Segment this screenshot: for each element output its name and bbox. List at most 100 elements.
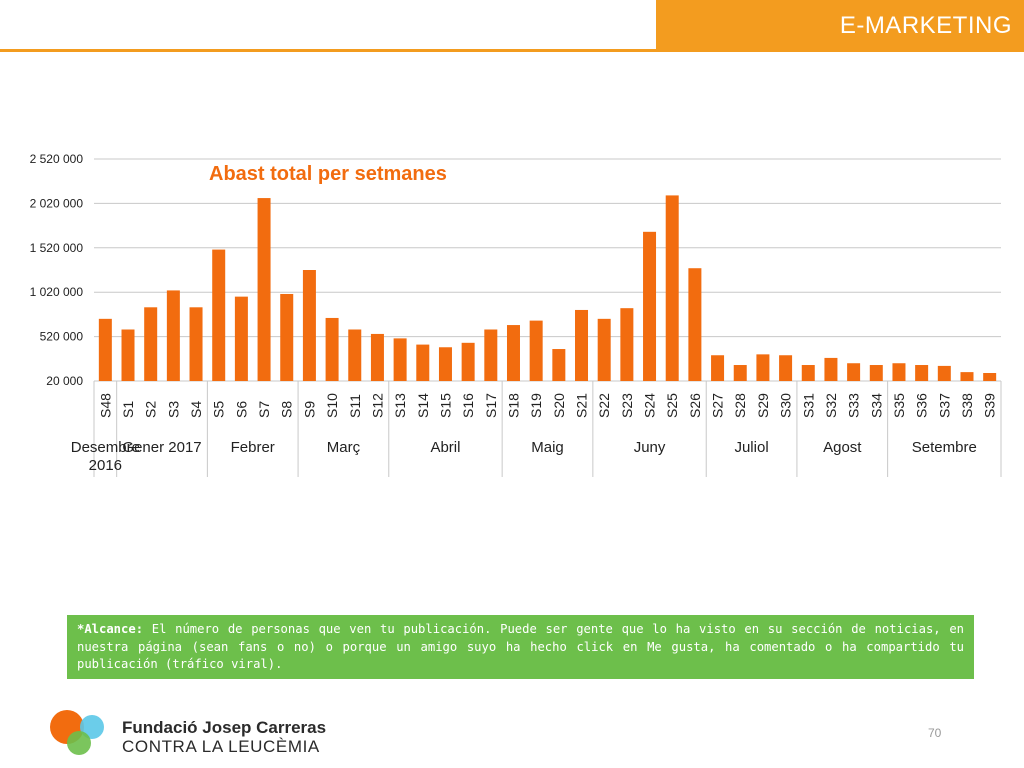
foundation-logo-icon — [50, 710, 104, 755]
x-tick-label: S13 — [392, 393, 408, 418]
group-label: Maig — [531, 439, 564, 456]
group-label: Agost — [823, 439, 862, 456]
chart-title: Abast total per setmanes — [209, 163, 447, 185]
x-tick-label: S14 — [415, 393, 431, 418]
bar — [665, 195, 679, 381]
x-tick-label: S38 — [959, 393, 975, 418]
bar — [620, 308, 634, 381]
bar — [983, 373, 997, 381]
bar — [98, 318, 112, 381]
bar — [348, 329, 362, 381]
group-label: Setembre — [912, 439, 977, 456]
x-tick-label: S11 — [347, 394, 363, 418]
x-tick-label: S36 — [914, 393, 930, 418]
x-tick-label: S25 — [664, 393, 680, 418]
group-label: Desembre 2016 — [71, 439, 140, 474]
page-number: 70 — [928, 726, 942, 740]
group-label: Juliol — [734, 439, 768, 456]
x-tick-label: S1 — [120, 401, 136, 418]
bar — [779, 355, 793, 381]
x-tick-label: S27 — [710, 393, 726, 418]
y-tick-label: 520 000 — [40, 330, 84, 344]
bar — [824, 357, 838, 381]
bar — [144, 307, 158, 381]
group-label: Febrer — [231, 439, 275, 456]
x-tick-label: S12 — [369, 393, 385, 418]
bar — [121, 329, 135, 381]
group-label: Abril — [430, 439, 460, 456]
note-text: El número de personas que ven tu publica… — [77, 622, 964, 671]
bar — [552, 349, 566, 381]
bar — [484, 329, 498, 381]
bar — [212, 249, 226, 381]
bar — [393, 338, 407, 381]
y-tick-label: 1 520 000 — [30, 241, 84, 255]
note-term: *Alcance: — [77, 622, 144, 636]
x-tick-label: S39 — [982, 393, 998, 418]
bar — [506, 325, 520, 381]
bar — [915, 365, 929, 381]
x-tick-label: S6 — [233, 401, 249, 418]
x-tick-label: S32 — [823, 393, 839, 418]
bar — [801, 365, 815, 381]
x-tick-label: S24 — [642, 393, 658, 418]
x-tick-label: S21 — [574, 393, 590, 418]
group-label: Juny — [634, 439, 666, 456]
x-tick-label: S3 — [165, 401, 181, 418]
x-tick-label: S34 — [868, 393, 884, 418]
header-band — [0, 0, 1024, 52]
bar — [960, 372, 974, 381]
header-tab — [656, 0, 1024, 52]
x-tick-label: S8 — [279, 401, 295, 418]
y-tick-label: 2 520 000 — [30, 152, 84, 166]
x-tick-label: S19 — [528, 393, 544, 418]
bar — [711, 355, 725, 381]
x-tick-label: S30 — [778, 393, 794, 418]
bar — [416, 344, 430, 381]
bar — [756, 354, 770, 381]
x-tick-label: S35 — [891, 393, 907, 418]
org-subtitle: CONTRA LA LEUCÈMIA — [122, 737, 320, 756]
bar — [529, 320, 543, 381]
x-tick-label: S15 — [437, 393, 453, 418]
bar — [643, 231, 657, 381]
bar — [847, 363, 861, 381]
x-tick-label: S37 — [936, 393, 952, 418]
bar — [370, 333, 384, 381]
reach-definition-note: *Alcance: El número de personas que ven … — [67, 615, 974, 679]
bar — [166, 290, 180, 381]
x-tick-label: S28 — [732, 393, 748, 418]
x-tick-label: S17 — [483, 393, 499, 418]
bar — [234, 296, 248, 381]
weekly-reach-chart: 2 520 000 2 020 000 1 520 000 1 020 000 520 … — [30, 152, 1002, 477]
bar — [937, 365, 951, 381]
group-label: Març — [327, 439, 361, 456]
x-tick-label: S31 — [800, 393, 816, 418]
x-tick-label: S26 — [687, 393, 703, 418]
bar — [869, 365, 883, 381]
x-tick-label: S4 — [188, 401, 204, 418]
bar — [325, 317, 339, 381]
x-tick-label: S22 — [596, 393, 612, 418]
x-tick-label: S48 — [97, 393, 113, 418]
bar — [575, 309, 589, 381]
x-tick-label: S10 — [324, 393, 340, 418]
x-tick-label: S20 — [551, 393, 567, 418]
bar — [597, 318, 611, 381]
x-tick-label: S23 — [619, 393, 635, 418]
x-tick-label: S2 — [143, 401, 159, 418]
section-title: E-MARKETING — [839, 12, 1012, 39]
x-tick-label: S29 — [755, 393, 771, 418]
bar — [461, 342, 475, 381]
bar — [302, 270, 316, 381]
y-tick-label: 20 000 — [46, 374, 83, 388]
y-tick-label: 2 020 000 — [30, 196, 84, 210]
x-tick-label: S33 — [846, 393, 862, 418]
bar — [733, 365, 747, 381]
x-tick-label: S9 — [301, 401, 317, 418]
bar — [189, 307, 203, 381]
x-tick-label: S7 — [256, 401, 272, 418]
x-tick-label: S16 — [460, 393, 476, 418]
x-tick-label: S18 — [505, 393, 521, 418]
bar — [280, 293, 294, 381]
